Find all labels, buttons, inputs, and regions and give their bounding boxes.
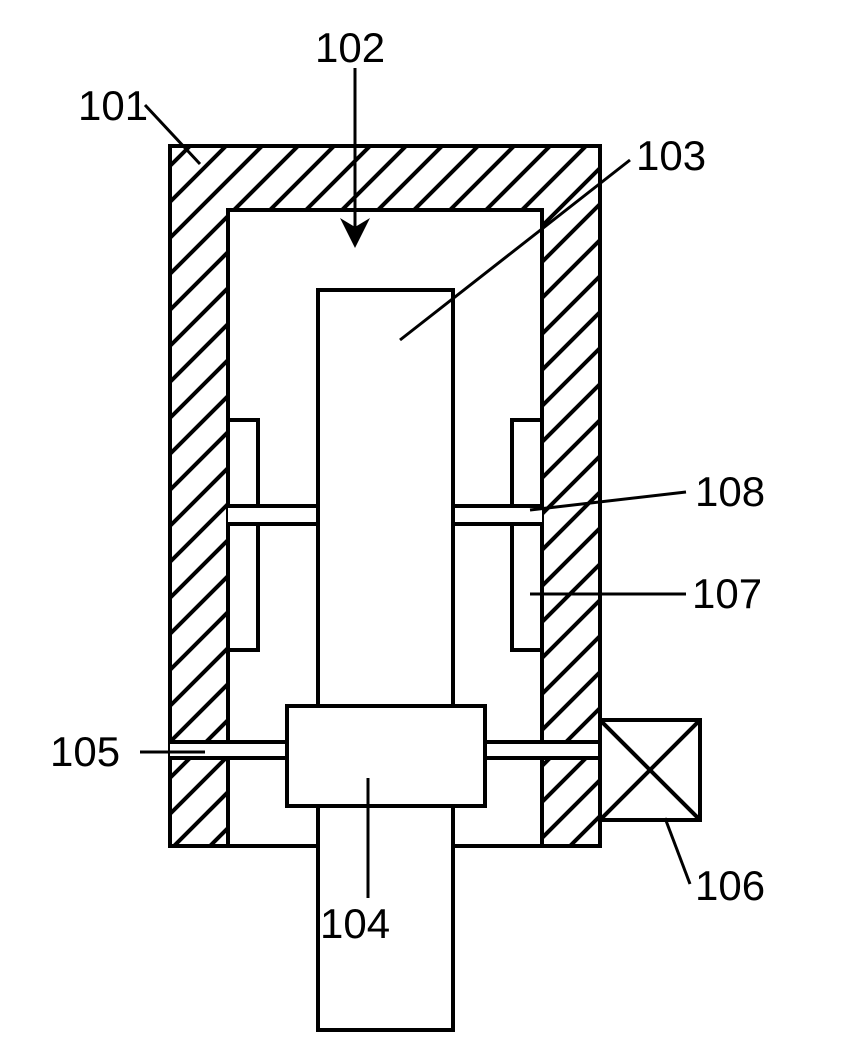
- guide-rail-right: [512, 420, 542, 650]
- l107-label: 107: [692, 570, 762, 617]
- mechanical-diagram: 101 102 103 104 105 106 107 108: [0, 0, 855, 1039]
- l104-label: 104: [320, 900, 390, 947]
- l103-label: 103: [636, 132, 706, 179]
- l101-leader: [145, 105, 200, 164]
- l108-label: 108: [695, 468, 765, 515]
- guide-rail-left: [228, 420, 258, 650]
- shaft-collar: [287, 706, 485, 806]
- side-box-hatch: [600, 720, 700, 820]
- l105-label: 105: [50, 728, 120, 775]
- l101-label: 101: [78, 82, 148, 129]
- l102-label: 102: [315, 24, 385, 71]
- l106-leader: [665, 818, 690, 884]
- l106-label: 106: [695, 862, 765, 909]
